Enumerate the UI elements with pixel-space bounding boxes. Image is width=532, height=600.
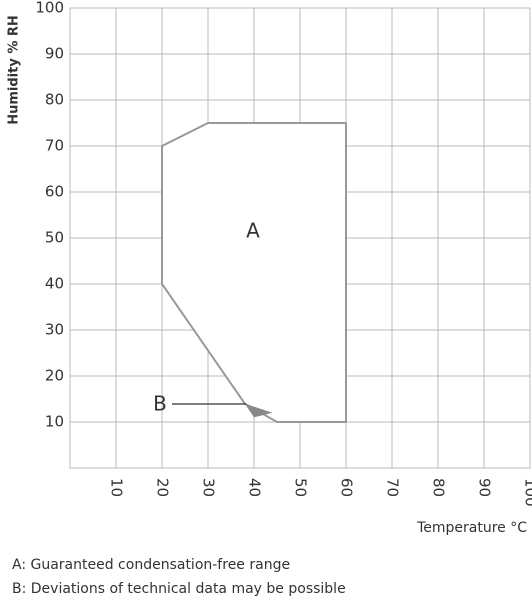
- region: [244, 403, 273, 418]
- y-tick-label: 10: [45, 413, 64, 431]
- x-tick-label: 70: [384, 478, 402, 497]
- x-tick-label: 80: [430, 478, 448, 497]
- y-axis-title: Humidity % RH: [7, 15, 22, 125]
- x-tick-label: 40: [246, 478, 264, 497]
- y-tick-label: 40: [45, 275, 64, 293]
- y-tick-label: 80: [45, 91, 64, 109]
- region-label: B: [153, 392, 167, 416]
- y-tick-label: 90: [45, 45, 64, 63]
- y-tick-label: 70: [45, 137, 64, 155]
- x-tick-label: 30: [200, 478, 218, 497]
- y-tick-label: 50: [45, 229, 64, 247]
- note: B: Deviations of technical data may be p…: [12, 581, 346, 597]
- x-tick-label: 60: [338, 478, 356, 497]
- note: A: Guaranteed condensation-free range: [12, 557, 290, 573]
- y-tick-label: 30: [45, 321, 64, 339]
- x-tick-label: 20: [154, 478, 172, 497]
- x-tick-label: 100: [522, 478, 532, 507]
- y-tick-label: 100: [35, 0, 64, 17]
- y-tick-label: 60: [45, 183, 64, 201]
- x-axis-title: Temperature °C: [416, 520, 527, 536]
- x-tick-label: 10: [108, 478, 126, 497]
- x-tick-label: 90: [476, 478, 494, 497]
- y-tick-label: 20: [45, 367, 64, 385]
- x-tick-label: 50: [292, 478, 310, 497]
- region-label: A: [246, 219, 260, 243]
- region: [161, 122, 347, 423]
